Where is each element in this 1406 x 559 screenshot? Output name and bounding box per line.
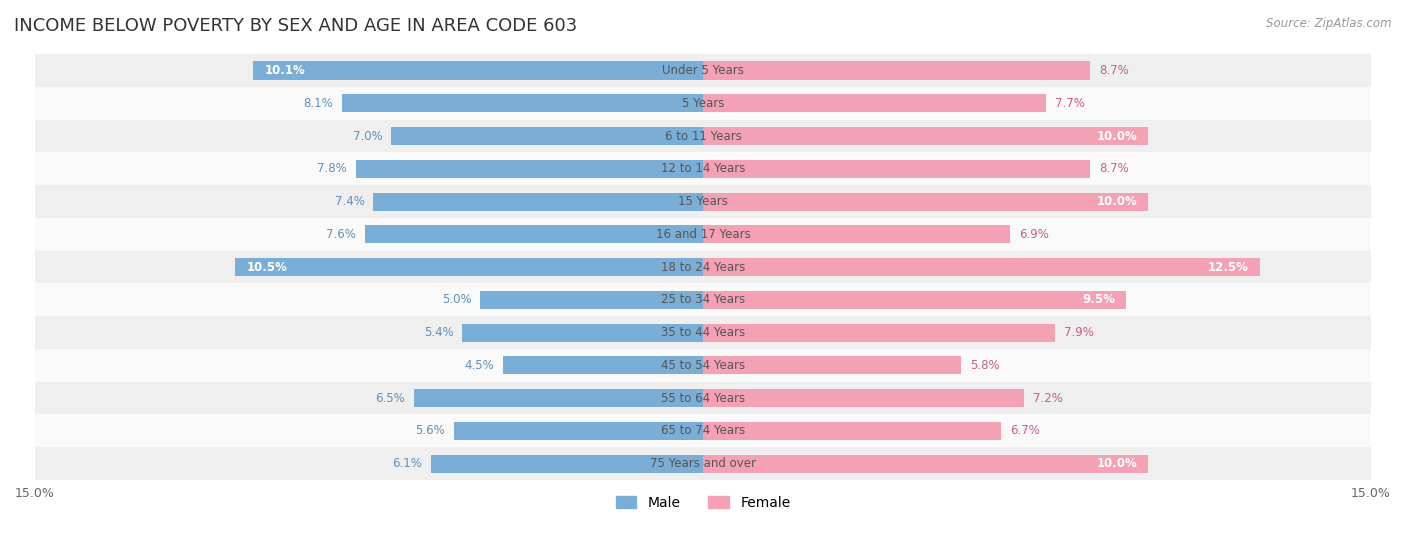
Bar bbox=[35, 250, 1371, 283]
Bar bbox=[35, 447, 1371, 480]
Text: 5.0%: 5.0% bbox=[441, 293, 471, 306]
Text: 65 to 74 Years: 65 to 74 Years bbox=[661, 424, 745, 437]
Bar bbox=[703, 422, 1001, 440]
Bar bbox=[703, 356, 962, 375]
Bar bbox=[356, 160, 703, 178]
Bar bbox=[35, 414, 1371, 447]
Text: 6.7%: 6.7% bbox=[1011, 424, 1040, 437]
Bar bbox=[35, 349, 1371, 382]
Bar bbox=[35, 283, 1371, 316]
Bar bbox=[35, 316, 1371, 349]
Bar bbox=[703, 225, 1011, 243]
Text: 6.1%: 6.1% bbox=[392, 457, 422, 470]
Bar bbox=[235, 258, 703, 276]
Text: 8.1%: 8.1% bbox=[304, 97, 333, 110]
Bar bbox=[35, 120, 1371, 153]
Bar bbox=[463, 324, 703, 342]
Text: 6 to 11 Years: 6 to 11 Years bbox=[665, 130, 741, 143]
Text: 10.1%: 10.1% bbox=[264, 64, 305, 77]
Bar bbox=[35, 153, 1371, 185]
Bar bbox=[364, 225, 703, 243]
Bar bbox=[481, 291, 703, 309]
Text: 5.6%: 5.6% bbox=[415, 424, 444, 437]
Bar bbox=[342, 94, 703, 112]
Text: 5 Years: 5 Years bbox=[682, 97, 724, 110]
Text: 10.0%: 10.0% bbox=[1097, 457, 1137, 470]
Bar bbox=[432, 454, 703, 472]
Text: 7.6%: 7.6% bbox=[326, 228, 356, 241]
Text: 6.9%: 6.9% bbox=[1019, 228, 1049, 241]
Text: 15 Years: 15 Years bbox=[678, 195, 728, 208]
Bar bbox=[374, 192, 703, 211]
Text: 10.0%: 10.0% bbox=[1097, 195, 1137, 208]
Text: 25 to 34 Years: 25 to 34 Years bbox=[661, 293, 745, 306]
Bar bbox=[502, 356, 703, 375]
Bar bbox=[703, 61, 1091, 79]
Text: 16 and 17 Years: 16 and 17 Years bbox=[655, 228, 751, 241]
Bar bbox=[703, 291, 1126, 309]
Bar bbox=[703, 454, 1149, 472]
Text: INCOME BELOW POVERTY BY SEX AND AGE IN AREA CODE 603: INCOME BELOW POVERTY BY SEX AND AGE IN A… bbox=[14, 17, 578, 35]
Text: 35 to 44 Years: 35 to 44 Years bbox=[661, 326, 745, 339]
Text: 7.7%: 7.7% bbox=[1054, 97, 1084, 110]
Text: 5.4%: 5.4% bbox=[423, 326, 454, 339]
Text: 55 to 64 Years: 55 to 64 Years bbox=[661, 391, 745, 405]
Bar bbox=[35, 54, 1371, 87]
Text: 18 to 24 Years: 18 to 24 Years bbox=[661, 260, 745, 273]
Legend: Male, Female: Male, Female bbox=[610, 490, 796, 515]
Text: 5.8%: 5.8% bbox=[970, 359, 1000, 372]
Bar bbox=[35, 185, 1371, 218]
Text: 7.9%: 7.9% bbox=[1064, 326, 1094, 339]
Bar bbox=[703, 94, 1046, 112]
Text: 45 to 54 Years: 45 to 54 Years bbox=[661, 359, 745, 372]
Bar bbox=[391, 127, 703, 145]
Text: 8.7%: 8.7% bbox=[1099, 64, 1129, 77]
Text: 8.7%: 8.7% bbox=[1099, 162, 1129, 176]
Bar bbox=[703, 258, 1260, 276]
Bar bbox=[35, 382, 1371, 414]
Text: 7.2%: 7.2% bbox=[1032, 391, 1063, 405]
Text: Source: ZipAtlas.com: Source: ZipAtlas.com bbox=[1267, 17, 1392, 30]
Bar bbox=[253, 61, 703, 79]
Text: 12.5%: 12.5% bbox=[1208, 260, 1249, 273]
Text: 10.5%: 10.5% bbox=[246, 260, 287, 273]
Bar bbox=[35, 87, 1371, 120]
Bar bbox=[413, 389, 703, 407]
Text: 4.5%: 4.5% bbox=[464, 359, 494, 372]
Bar bbox=[703, 127, 1149, 145]
Text: 9.5%: 9.5% bbox=[1083, 293, 1115, 306]
Text: Under 5 Years: Under 5 Years bbox=[662, 64, 744, 77]
Bar bbox=[703, 192, 1149, 211]
Text: 12 to 14 Years: 12 to 14 Years bbox=[661, 162, 745, 176]
Text: 6.5%: 6.5% bbox=[375, 391, 405, 405]
Text: 7.4%: 7.4% bbox=[335, 195, 364, 208]
Bar bbox=[454, 422, 703, 440]
Text: 10.0%: 10.0% bbox=[1097, 130, 1137, 143]
Bar bbox=[703, 389, 1024, 407]
Bar bbox=[703, 160, 1091, 178]
Text: 75 Years and over: 75 Years and over bbox=[650, 457, 756, 470]
Bar bbox=[35, 218, 1371, 250]
Bar bbox=[703, 324, 1054, 342]
Text: 7.8%: 7.8% bbox=[316, 162, 347, 176]
Text: 7.0%: 7.0% bbox=[353, 130, 382, 143]
